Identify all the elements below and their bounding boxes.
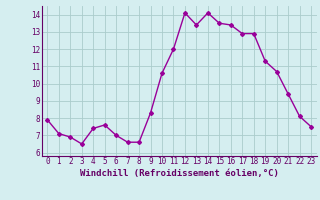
X-axis label: Windchill (Refroidissement éolien,°C): Windchill (Refroidissement éolien,°C)	[80, 169, 279, 178]
